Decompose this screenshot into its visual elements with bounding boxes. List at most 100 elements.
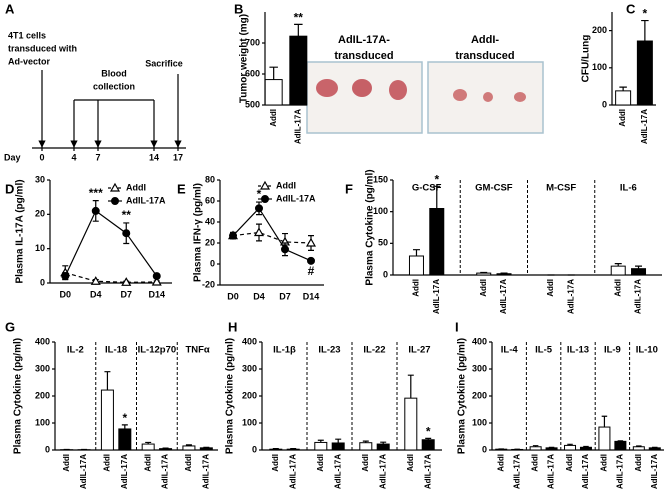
bar — [100, 389, 114, 451]
x-tick-label: D4 — [253, 291, 265, 301]
x-tick-label: D0 — [227, 291, 239, 301]
error-bar — [500, 272, 508, 274]
marker — [305, 237, 317, 247]
marker — [61, 272, 70, 281]
y-tick-label: 300 — [472, 363, 487, 373]
y-tick-label: 60 — [205, 195, 215, 205]
x-tick-label: AddI — [269, 109, 278, 127]
bar — [264, 79, 283, 106]
x-tick-label: D7 — [120, 289, 132, 299]
day-tick-label: 14 — [149, 152, 159, 162]
x-tick-label: AddI — [479, 279, 488, 297]
error-bar — [272, 448, 279, 450]
marker — [151, 276, 162, 286]
x-tick-label: D4 — [90, 289, 102, 299]
error-bar — [619, 86, 627, 91]
x-tick-label: AddI — [62, 454, 71, 472]
marker — [91, 206, 100, 215]
group-label: IL-5 — [535, 345, 553, 356]
bar — [636, 40, 653, 106]
y-tick-label: 0 — [252, 444, 257, 454]
group-label: IL-6 — [620, 183, 637, 194]
bar — [598, 426, 611, 451]
y-tick-label: 500 — [245, 99, 260, 109]
error-bar — [425, 437, 432, 440]
tumor — [483, 92, 493, 102]
bar — [564, 444, 577, 451]
x-tick-label: AdIL-17A — [640, 109, 649, 144]
y-tick-label: 400 — [242, 336, 257, 346]
y-tick-label: 100 — [472, 417, 487, 427]
x-tick-label: AddI — [613, 279, 622, 297]
y-tick-label: 0 — [602, 99, 607, 109]
group-label: TNFα — [185, 345, 209, 356]
y-tick-label: 100 — [35, 417, 50, 427]
x-tick-label: AddI — [600, 454, 609, 472]
y-tick-label: 0 — [210, 258, 215, 268]
y-tick-label: 100 — [242, 417, 257, 427]
group-label: IL-4 — [501, 345, 519, 356]
y-tick-label: 200 — [242, 390, 257, 400]
series-line — [65, 272, 157, 283]
bar — [610, 265, 626, 276]
y-tick-label: 400 — [35, 336, 50, 346]
error-bar — [567, 443, 573, 446]
error-bar — [480, 271, 488, 274]
photo-caption: transduced — [455, 50, 514, 62]
x-tick-label: AddI — [271, 454, 280, 472]
group-label: IL-1β — [273, 345, 296, 356]
bar — [631, 268, 647, 276]
bar — [286, 448, 300, 451]
error-bar — [532, 445, 539, 447]
series-line — [232, 207, 312, 262]
error-bar — [617, 440, 624, 442]
bar — [615, 90, 632, 106]
error-bar — [548, 446, 555, 448]
start-text: Ad-vector — [8, 56, 51, 66]
group-label: IL-10 — [636, 345, 658, 356]
error-bar — [641, 19, 649, 42]
error-bar — [362, 440, 369, 443]
panel-letter: G — [5, 319, 15, 334]
start-text: 4T1 cells — [8, 30, 46, 40]
bar — [579, 446, 592, 451]
legend-marker — [109, 182, 121, 192]
x-tick-label: AddI — [361, 454, 370, 472]
bar — [545, 447, 558, 451]
error-bar — [317, 439, 324, 443]
bar — [289, 35, 308, 106]
legend-label: AdIL-17A — [276, 193, 316, 203]
annotation: * — [426, 425, 431, 439]
group-label: IL-27 — [408, 345, 430, 356]
bar — [269, 448, 283, 451]
y-axis-label: Plasma Cytokine (pg/ml) — [225, 338, 236, 454]
error-bar — [601, 415, 608, 428]
x-tick-label: AddI — [143, 454, 152, 472]
marker — [307, 256, 315, 265]
start-text: transduced with — [8, 43, 77, 53]
photo-caption: transduced — [334, 50, 393, 62]
panel-letter: D — [5, 181, 14, 196]
marker — [90, 276, 101, 285]
series-line — [232, 231, 312, 244]
bar — [314, 441, 328, 451]
y-tick-label: 50 — [378, 238, 388, 248]
x-tick-label: AddI — [184, 454, 193, 472]
panel-letter: A — [5, 1, 15, 16]
x-tick-label: AddI — [412, 279, 421, 297]
y-tick-label: 10 — [35, 243, 45, 253]
group-label: IL-2 — [67, 345, 84, 356]
bar — [359, 442, 373, 451]
bar — [331, 442, 345, 451]
y-tick-label: 300 — [242, 363, 257, 373]
x-tick-label: AddI — [496, 454, 505, 472]
bar — [404, 397, 418, 451]
bar — [376, 443, 390, 451]
panel-letter: B — [234, 1, 243, 16]
error-bar — [185, 444, 192, 446]
photo — [306, 61, 423, 134]
series-line — [64, 209, 158, 277]
x-tick-label: D14 — [303, 291, 320, 301]
y-tick-label: 300 — [35, 363, 50, 373]
legend-marker — [259, 180, 271, 190]
